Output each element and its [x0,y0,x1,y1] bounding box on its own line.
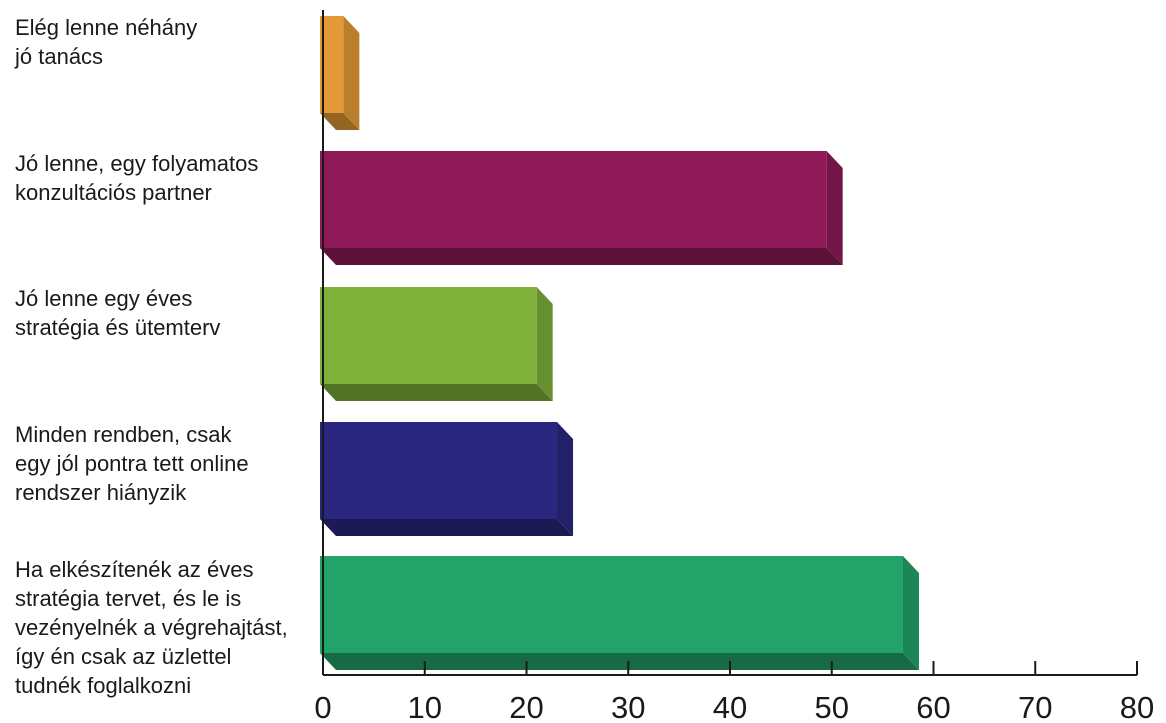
bar-bottom-face [320,248,843,265]
category-label-2: Jó lenne, egy folyamatos konzultációs par… [15,151,258,205]
x-tick-label: 20 [509,690,543,723]
x-tick-label: 40 [713,690,747,723]
axes-group: 0 10 20 30 40 50 60 70 80 [314,10,1154,723]
x-tick-label: 80 [1120,690,1154,723]
bar-bottom-face [320,384,553,401]
bar-4 [320,422,574,536]
x-tick-label: 60 [916,690,950,723]
bar-side-face [343,16,360,130]
bar-front-face [320,556,903,653]
category-label-3: Jó lenne egy éves stratégia és ütemterv [15,286,220,340]
x-tick-label: 30 [611,690,645,723]
bar-front-face [320,422,558,519]
bar-1 [320,16,360,130]
bar-front-face [320,16,344,113]
category-label-4: Minden rendben, csak egy jól pontra tett … [15,422,249,505]
bar-2 [320,151,843,265]
x-tick-label: 70 [1018,690,1052,723]
bar-bottom-face [320,113,360,130]
category-labels-group: Elég lenne néhány jó tanács Jó lenne, egy … [14,15,288,698]
x-tick-label: 50 [815,690,849,723]
x-tick-label: 0 [314,690,331,723]
bar-side-face [902,556,919,670]
bar-side-face [536,287,553,401]
x-tick-label: 10 [408,690,442,723]
bar-front-face [320,287,537,384]
category-label-1: Elég lenne néhány jó tanács [14,15,197,69]
bar-front-face [320,151,827,248]
bars-group [320,16,919,670]
bar-bottom-face [320,653,919,670]
bar-side-face [826,151,843,265]
bar-side-face [557,422,574,536]
bar-bottom-face [320,519,574,536]
bar-3 [320,287,553,401]
category-label-5: Ha elkészítenék az éves stratégia tervet,… [15,557,288,698]
bar-5 [320,556,919,670]
